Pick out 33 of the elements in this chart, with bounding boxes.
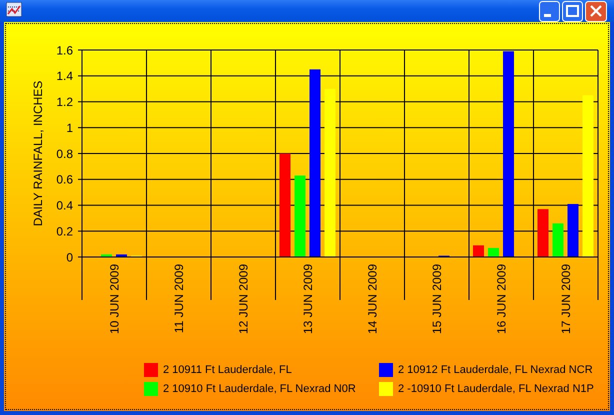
bar	[310, 69, 320, 257]
bar	[488, 248, 499, 257]
x-tick-label: 17 JUN 2009	[558, 264, 573, 334]
y-tick-label: 1.6	[56, 43, 74, 58]
bar	[294, 175, 306, 257]
x-tick-label: 13 JUN 2009	[300, 264, 315, 334]
y-tick-label: 0.6	[56, 172, 74, 187]
legend-label: 2 10912 Ft Lauderdale, FL Nexrad NCR	[398, 364, 593, 376]
bar	[503, 51, 514, 257]
x-tick-label: 10 JUN 2009	[107, 264, 122, 334]
x-tick-label: 16 JUN 2009	[494, 264, 508, 334]
y-tick-label: 0.4	[56, 198, 74, 213]
bar	[280, 154, 290, 257]
x-tick-label: 15 JUN 2009	[430, 264, 444, 334]
y-tick-label: 0.2	[56, 224, 74, 238]
legend-label: 2 10911 Ft Lauderdale, FL	[163, 364, 292, 376]
bar	[568, 204, 578, 257]
y-tick-label: 1	[66, 120, 74, 135]
legend-label: 2 10910 Ft Lauderdale, FL Nexrad N0R	[163, 382, 356, 394]
bar	[582, 95, 594, 257]
y-axis-title: DAILY RAINFALL, INCHES	[31, 80, 45, 226]
y-tick-label: 0	[66, 250, 74, 264]
legend-label: 2 -10910 Ft Lauderdale, FL Nexrad N1P	[398, 382, 594, 394]
bar	[538, 209, 548, 257]
y-tick-label: 1.4	[56, 69, 74, 84]
y-tick-label: 0.8	[56, 146, 74, 161]
x-tick-label: 14 JUN 2009	[365, 264, 380, 334]
x-tick-label: 11 JUN 2009	[172, 264, 186, 334]
bar	[473, 245, 484, 257]
bar	[552, 223, 564, 257]
x-tick-label: 12 JUN 2009	[236, 264, 250, 334]
bar	[324, 88, 336, 257]
y-tick-label: 1.2	[56, 95, 74, 110]
